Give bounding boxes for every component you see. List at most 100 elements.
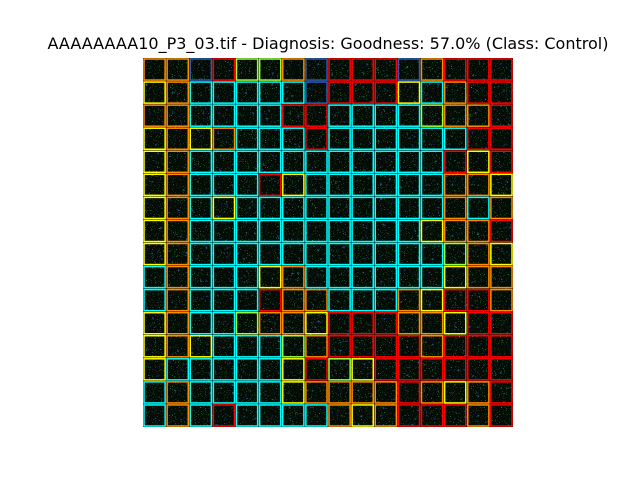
tile-r2-c6 bbox=[282, 104, 305, 127]
tile-r13-c10 bbox=[374, 358, 398, 381]
tile-r14-c6 bbox=[282, 381, 305, 404]
tile-r2-c15 bbox=[490, 104, 513, 127]
tile-r5-c12 bbox=[420, 173, 444, 197]
tile-r9-c9 bbox=[351, 265, 375, 289]
tile-r1-c3 bbox=[212, 81, 236, 104]
tile-r4-c14 bbox=[467, 150, 490, 174]
tile-r13-c14 bbox=[467, 358, 490, 381]
tile-r1-c8 bbox=[328, 81, 351, 104]
tile-r1-c2 bbox=[189, 81, 213, 104]
tile-r2-c14 bbox=[467, 104, 490, 127]
tile-r9-c11 bbox=[397, 265, 421, 289]
tile-r7-c15 bbox=[490, 219, 513, 243]
tile-r7-c1 bbox=[166, 219, 190, 243]
tile-r12-c12 bbox=[420, 335, 444, 358]
tile-r7-c3 bbox=[212, 219, 236, 243]
tile-r6-c2 bbox=[189, 196, 213, 220]
tile-r5-c7 bbox=[305, 173, 328, 197]
tile-r10-c13 bbox=[443, 288, 467, 312]
tile-r6-c15 bbox=[490, 196, 513, 220]
tile-r0-c4 bbox=[235, 58, 259, 81]
tile-r2-c3 bbox=[212, 104, 236, 127]
tile-r15-c8 bbox=[328, 404, 351, 427]
tile-r0-c5 bbox=[258, 58, 282, 81]
tile-r4-c0 bbox=[143, 150, 166, 174]
tile-r12-c3 bbox=[212, 335, 236, 358]
tile-r9-c13 bbox=[443, 265, 467, 289]
tile-r15-c14 bbox=[467, 404, 490, 427]
tile-r8-c4 bbox=[235, 242, 259, 266]
tile-r5-c9 bbox=[351, 173, 375, 197]
tile-r6-c5 bbox=[258, 196, 282, 220]
tile-r10-c9 bbox=[351, 288, 375, 312]
tile-r15-c2 bbox=[189, 404, 213, 427]
tile-r2-c8 bbox=[328, 104, 351, 127]
tile-r5-c3 bbox=[212, 173, 236, 197]
tile-r9-c5 bbox=[258, 265, 282, 289]
tile-r7-c7 bbox=[305, 219, 328, 243]
tile-r11-c7 bbox=[305, 311, 328, 335]
tile-r5-c11 bbox=[397, 173, 421, 197]
tile-r0-c9 bbox=[351, 58, 375, 81]
tile-r8-c10 bbox=[374, 242, 398, 266]
tile-r1-c10 bbox=[374, 81, 398, 104]
tile-r2-c7 bbox=[305, 104, 328, 127]
tile-r3-c9 bbox=[351, 127, 375, 151]
tile-r7-c0 bbox=[143, 219, 166, 243]
tile-r2-c9 bbox=[351, 104, 375, 127]
tile-grid bbox=[143, 58, 513, 427]
tile-r10-c8 bbox=[328, 288, 351, 312]
tile-r13-c8 bbox=[328, 358, 351, 381]
tile-r0-c10 bbox=[374, 58, 398, 81]
tile-r11-c8 bbox=[328, 311, 351, 335]
tile-r9-c3 bbox=[212, 265, 236, 289]
tile-r12-c11 bbox=[397, 335, 421, 358]
tile-r6-c1 bbox=[166, 196, 190, 220]
tile-r5-c6 bbox=[282, 173, 305, 197]
tile-r9-c12 bbox=[420, 265, 444, 289]
tile-r8-c0 bbox=[143, 242, 166, 266]
tile-r11-c4 bbox=[235, 311, 259, 335]
tile-r9-c15 bbox=[490, 265, 513, 289]
tile-r10-c10 bbox=[374, 288, 398, 312]
tile-r15-c7 bbox=[305, 404, 328, 427]
tile-r7-c11 bbox=[397, 219, 421, 243]
tile-r3-c7 bbox=[305, 127, 328, 151]
tile-r10-c7 bbox=[305, 288, 328, 312]
tile-r5-c13 bbox=[443, 173, 467, 197]
tile-r15-c1 bbox=[166, 404, 190, 427]
tile-r11-c13 bbox=[443, 311, 467, 335]
tile-r5-c2 bbox=[189, 173, 213, 197]
tile-r4-c9 bbox=[351, 150, 375, 174]
tile-r13-c5 bbox=[258, 358, 282, 381]
tile-r9-c0 bbox=[143, 265, 166, 289]
tile-r4-c2 bbox=[189, 150, 213, 174]
tile-r8-c2 bbox=[189, 242, 213, 266]
tile-r15-c9 bbox=[351, 404, 375, 427]
tile-r8-c13 bbox=[443, 242, 467, 266]
tile-r9-c6 bbox=[282, 265, 305, 289]
tile-r14-c1 bbox=[166, 381, 190, 404]
tile-r4-c6 bbox=[282, 150, 305, 174]
tile-r10-c0 bbox=[143, 288, 166, 312]
tile-r4-c10 bbox=[374, 150, 398, 174]
tile-r4-c1 bbox=[166, 150, 190, 174]
tile-r15-c11 bbox=[397, 404, 421, 427]
tile-r10-c11 bbox=[397, 288, 421, 312]
tile-r1-c15 bbox=[490, 81, 513, 104]
tile-r9-c1 bbox=[166, 265, 190, 289]
tile-r15-c10 bbox=[374, 404, 398, 427]
tile-r1-c1 bbox=[166, 81, 190, 104]
tile-r12-c15 bbox=[490, 335, 513, 358]
tile-r13-c12 bbox=[420, 358, 444, 381]
tile-r14-c12 bbox=[420, 381, 444, 404]
tile-r6-c3 bbox=[212, 196, 236, 220]
tile-r13-c7 bbox=[305, 358, 328, 381]
tile-r1-c7 bbox=[305, 81, 328, 104]
tile-r11-c11 bbox=[397, 311, 421, 335]
tile-r4-c3 bbox=[212, 150, 236, 174]
tile-r14-c5 bbox=[258, 381, 282, 404]
tile-r13-c6 bbox=[282, 358, 305, 381]
tile-r12-c0 bbox=[143, 335, 166, 358]
tile-r6-c13 bbox=[443, 196, 467, 220]
